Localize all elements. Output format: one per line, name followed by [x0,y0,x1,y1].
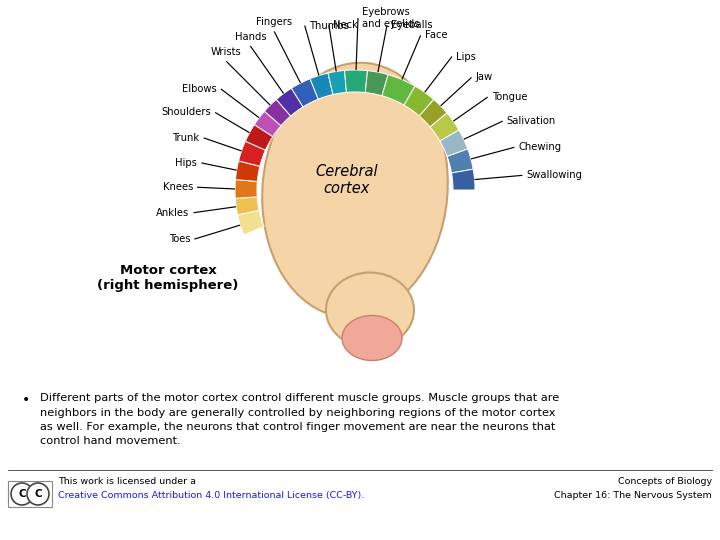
Text: Face: Face [425,30,447,40]
Text: Concepts of Biology: Concepts of Biology [618,477,712,486]
Text: Salivation: Salivation [507,116,556,126]
Wedge shape [235,197,259,215]
Wedge shape [382,75,415,105]
Wedge shape [430,113,459,141]
Text: Creative Commons Attribution 4.0 International License (CC-BY).: Creative Commons Attribution 4.0 Interna… [58,491,364,500]
Text: Chewing: Chewing [518,143,562,152]
Text: Jaw: Jaw [475,72,492,83]
Text: Cerebral
cortex: Cerebral cortex [315,164,378,196]
Text: Different parts of the motor cortex control different muscle groups. Muscle grou: Different parts of the motor cortex cont… [40,393,559,403]
Text: C: C [34,489,42,499]
Wedge shape [238,141,266,166]
Text: This work is licensed under a: This work is licensed under a [58,477,196,486]
Text: Elbows: Elbows [182,84,217,94]
Wedge shape [246,125,273,150]
Text: Wrists: Wrists [211,48,242,57]
Text: Hips: Hips [176,158,197,168]
Text: Swallowing: Swallowing [526,170,582,180]
Wedge shape [235,179,257,198]
Wedge shape [264,99,291,126]
Wedge shape [292,79,318,107]
Wedge shape [254,111,281,137]
Wedge shape [276,88,303,116]
Text: Motor cortex
(right hemisphere): Motor cortex (right hemisphere) [97,264,239,292]
Wedge shape [310,73,333,99]
Text: Fingers: Fingers [256,17,292,28]
Wedge shape [447,149,473,173]
Bar [8,481,52,507]
Text: Knees: Knees [163,182,193,192]
Text: Trunk: Trunk [173,133,199,143]
Text: C: C [18,489,26,499]
Wedge shape [328,70,346,94]
Wedge shape [238,211,264,235]
Circle shape [27,483,49,505]
Text: Eyeballs: Eyeballs [391,20,433,30]
Text: as well. For example, the neurons that control finger movement are near the neur: as well. For example, the neurons that c… [40,422,555,432]
Wedge shape [345,70,367,92]
Text: Thumbs: Thumbs [309,21,348,31]
Ellipse shape [342,315,402,361]
Text: Shoulders: Shoulders [161,107,211,117]
Wedge shape [365,71,388,96]
Ellipse shape [262,63,448,318]
Text: control hand movement.: control hand movement. [40,436,181,447]
Text: neighbors in the body are generally controlled by neighboring regions of the mot: neighbors in the body are generally cont… [40,408,556,417]
Wedge shape [235,161,260,181]
Text: Hands: Hands [235,32,266,42]
Wedge shape [451,169,475,190]
Text: Lips: Lips [456,51,476,62]
Wedge shape [440,130,468,157]
Wedge shape [404,86,433,116]
Ellipse shape [326,273,414,348]
Text: Eyebrows
and eyelids: Eyebrows and eyelids [362,7,420,29]
Circle shape [11,483,33,505]
Text: Chapter 16: The Nervous System: Chapter 16: The Nervous System [554,491,712,500]
Text: Ankles: Ankles [156,208,189,218]
Text: Tongue: Tongue [492,92,527,102]
Wedge shape [419,99,447,127]
Text: •: • [22,393,30,407]
Text: Neck: Neck [333,20,358,30]
Text: Toes: Toes [168,234,190,244]
